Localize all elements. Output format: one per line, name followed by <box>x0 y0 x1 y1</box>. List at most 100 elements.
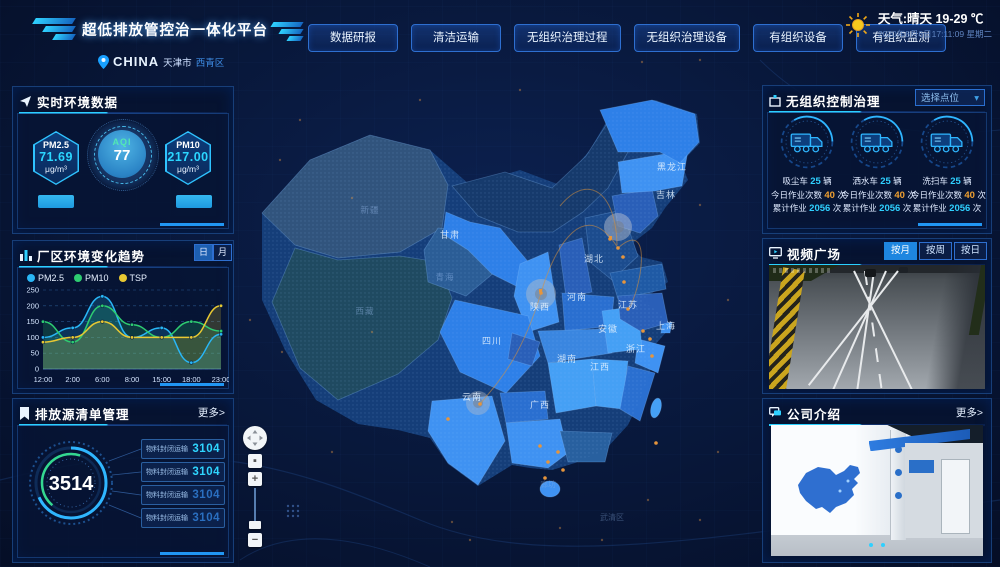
carousel-dot[interactable] <box>881 542 886 547</box>
map-zoom-out-button[interactable]: − <box>248 533 262 547</box>
carousel-dot[interactable] <box>868 542 873 547</box>
range-month-button[interactable]: 月 <box>213 244 232 261</box>
emission-row[interactable]: 物料封闭运输 3104 <box>141 439 225 459</box>
province-label: 广西 <box>530 399 550 410</box>
svg-text:0: 0 <box>35 365 39 374</box>
map-zoom-track[interactable] <box>254 488 256 528</box>
panel-title: 排放源清单管理 <box>35 407 130 422</box>
legend-label: PM2.5 <box>38 273 65 283</box>
map-zoom-handle[interactable] <box>249 521 261 529</box>
province-label: 江西 <box>590 362 610 372</box>
province-label: 青海 <box>435 272 454 282</box>
panel-realtime-env: 实时环境数据 AQI 77 PM2.5 71.69 μg/m³ PM10 217… <box>12 86 234 234</box>
chart-legend: PM2.5 PM10 TSP <box>27 273 147 283</box>
panel-title: 无组织控制治理 <box>786 94 881 109</box>
emission-row[interactable]: 物料封闭运输 3104 <box>141 508 225 528</box>
location-district: 西青区 <box>195 57 225 69</box>
chat-icon <box>769 407 781 417</box>
range-day-button[interactable]: 日 <box>194 244 213 261</box>
pm10-hexagon: PM10 217.00 μg/m³ <box>165 131 211 185</box>
tab-by-day[interactable]: 按日 <box>954 242 987 260</box>
legend-item[interactable]: PM10 <box>74 273 109 283</box>
svg-text:6:00: 6:00 <box>95 375 110 384</box>
nav-button-fugitive-equipment[interactable]: 无组织治理设备 <box>633 24 740 52</box>
location-indicator[interactable]: CHINA 天津市 西青区 <box>98 54 224 69</box>
map-zoom-in-button[interactable]: + <box>248 472 262 486</box>
panel-title: 公司介绍 <box>787 407 842 422</box>
legend-item[interactable]: TSP <box>118 273 147 283</box>
nav-button-clean-transport[interactable]: 清洁运输 <box>411 24 501 52</box>
nav-button-fugitive-process[interactable]: 无组织治理过程 <box>514 24 621 52</box>
province-label: 河南 <box>567 291 587 302</box>
title-flourish-icon <box>268 20 304 42</box>
weather-widget: 天气:晴天 19-29 ℃ 2020年8月6日17:11:09 星期二 <box>845 12 992 42</box>
emission-more-link[interactable]: 更多> <box>197 407 225 419</box>
lane-line <box>853 270 919 389</box>
point-select-dropdown[interactable]: 选择点位 ▾ <box>915 89 985 106</box>
panel-title: 视频广场 <box>787 247 842 262</box>
panel-title: 厂区环境变化趋势 <box>37 249 146 264</box>
svg-text:250: 250 <box>26 286 39 295</box>
showroom-photo[interactable] <box>771 425 983 556</box>
device-icon <box>769 94 781 107</box>
truck-icon <box>930 133 963 153</box>
vehicle-stat-vacuum: 吸尘车 25 辆 今日作业次数 40 次 累计作业 2056 次 <box>771 114 846 216</box>
vehicle-ring <box>780 115 834 169</box>
panel-company-intro: 公司介绍 更多> <box>762 398 992 563</box>
emission-row[interactable]: 物料封闭运输 3104 <box>141 485 225 505</box>
svg-text:18:00: 18:00 <box>182 375 201 384</box>
province-label: 吉林 <box>656 189 676 200</box>
company-more-link[interactable]: 更多> <box>955 407 983 419</box>
nav-button-organized-monitoring[interactable]: 有组织监测 <box>856 24 946 52</box>
district-label: 廊坊 <box>540 479 556 489</box>
panel-fugitive-control: 无组织控制治理 选择点位 ▾ 吸尘车 25 辆 今日作业次数 40 次 累计作业… <box>762 85 992 234</box>
dropdown-value: 选择点位 <box>921 93 960 104</box>
pm10-detail-button[interactable] <box>176 195 212 208</box>
pm25-detail-button[interactable] <box>38 195 74 208</box>
vehicle-ring <box>920 115 974 169</box>
flag-icon <box>20 406 29 420</box>
pm25-unit: μg/m³ <box>45 163 67 174</box>
legend-item[interactable]: PM2.5 <box>27 273 64 283</box>
svg-text:12:00: 12:00 <box>34 375 53 384</box>
svg-text:150: 150 <box>26 317 39 326</box>
emission-row-value: 3104 <box>192 489 220 501</box>
tab-by-month[interactable]: 按月 <box>884 242 917 260</box>
map-home-button[interactable]: ▪ <box>248 454 262 468</box>
svg-text:200: 200 <box>26 301 39 310</box>
emission-row-value: 3104 <box>192 443 220 455</box>
aqi-label: AQI <box>112 137 132 147</box>
camera-timestamp-overlay <box>773 268 833 273</box>
emission-row[interactable]: 物料封闭运输 3104 <box>141 462 225 482</box>
sun-icon <box>845 13 870 37</box>
province-label: 江苏 <box>618 299 638 310</box>
panel-body <box>767 112 987 229</box>
page-title: 超低排放管控治一体化平台 <box>82 23 268 39</box>
nav-button-organized-equipment[interactable]: 有组织设备 <box>753 24 843 52</box>
svg-text:2:00: 2:00 <box>65 375 80 384</box>
traffic-camera-feed[interactable] <box>769 265 985 389</box>
district-label: 武清区 <box>600 512 624 522</box>
svg-text:15:00: 15:00 <box>152 375 171 384</box>
legend-dot <box>27 274 35 282</box>
province-label: 浙江 <box>626 343 646 354</box>
vehicle-ring <box>850 115 904 169</box>
map-pan-control[interactable] <box>243 426 267 450</box>
vehicle-ring-slot <box>771 114 843 175</box>
pm10-unit: μg/m³ <box>177 163 199 174</box>
vehicle-stat-sprinkler: 洒水车 25 辆 今日作业次数 40 次 累计作业 2056 次 <box>841 114 916 216</box>
vehicle-stat-sweeper: 洗扫车 25 辆 今日作业次数 40 次 累计作业 2056 次 <box>911 114 986 216</box>
emission-row-value: 3104 <box>192 466 220 478</box>
vehicle <box>865 269 876 277</box>
panel-video-plaza: 视频广场 按月 按周 按日 <box>762 238 992 394</box>
weather-datetime: 2020年8月6日17:11:09 星期二 <box>877 29 992 39</box>
trend-line-chart: 0 50 100 150 200 250 12:00 2:00 6:00 8:00 15:00 18:… <box>26 286 229 385</box>
tab-by-week[interactable]: 按周 <box>919 242 952 260</box>
nav-button-data-report[interactable]: 数据研报 <box>308 24 398 52</box>
emission-row-label: 物料封闭运输 <box>146 469 188 476</box>
panel-env-trend: 厂区环境变化趋势 日 月 PM2.5 PM10 TSP 0 50 100 150 200 25… <box>12 240 234 394</box>
legend-dot <box>118 274 127 282</box>
pan-arrows-icon <box>247 430 263 446</box>
